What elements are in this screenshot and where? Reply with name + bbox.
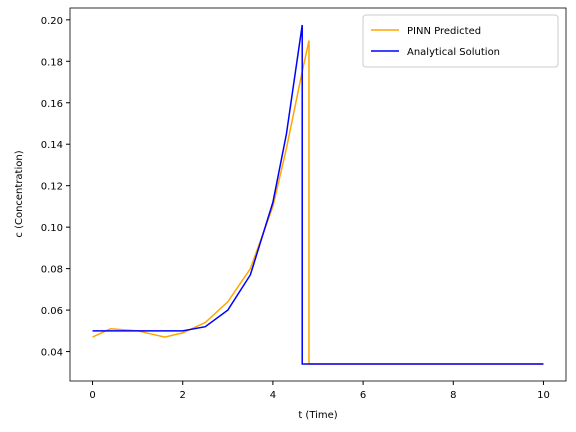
y-tick-label: 0.14 [41, 140, 63, 151]
line-series [92, 24, 544, 365]
y-tick-label: 0.10 [41, 223, 63, 234]
legend-label: PINN Predicted [407, 26, 481, 37]
y-tick-label: 0.04 [41, 348, 63, 359]
legend-box [362, 14, 559, 68]
y-tick-label: 0.18 [41, 57, 63, 68]
x-axis-label: t (Time) [298, 410, 337, 421]
x-tick-label: 8 [450, 390, 456, 401]
y-axis-label: c (Concentration) [14, 150, 25, 237]
y-tick-label: 0.06 [41, 306, 63, 317]
x-tick-label: 0 [89, 390, 95, 401]
y-tick-label: 0.16 [41, 99, 63, 110]
y-tick-label: 0.12 [41, 182, 63, 193]
y-tick-label: 0.08 [41, 265, 63, 276]
legend-label: Analytical Solution [407, 47, 500, 58]
y-tick-label: 0.20 [41, 16, 63, 27]
line-series [92, 40, 544, 365]
x-tick-label: 4 [270, 390, 276, 401]
plot-frame [69, 7, 567, 382]
x-tick-label: 10 [537, 390, 550, 401]
x-tick-label: 2 [180, 390, 186, 401]
x-tick-label: 6 [360, 390, 366, 401]
